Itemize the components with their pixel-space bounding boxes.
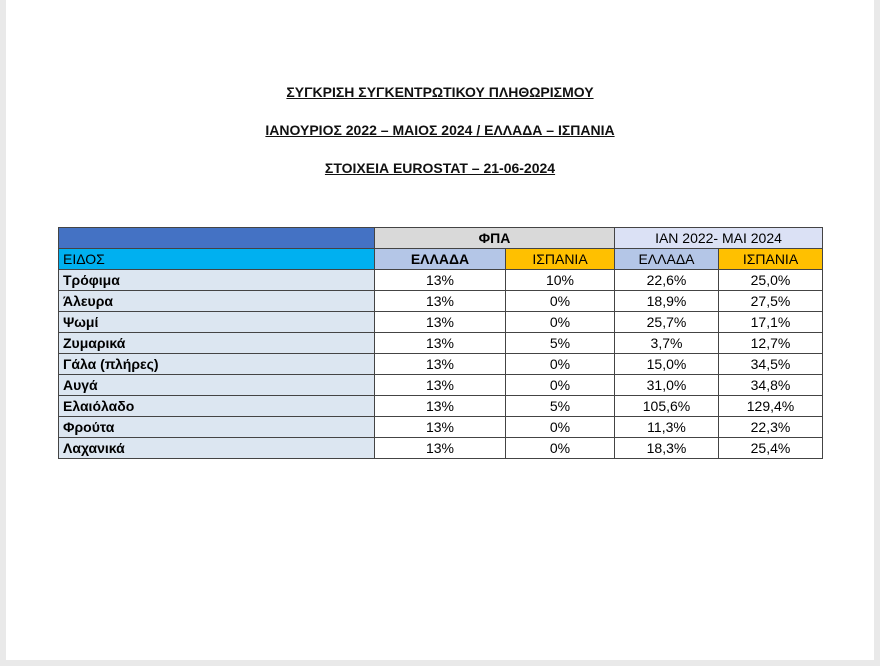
column-header: ΕΛΛΑΔΑ xyxy=(614,248,719,270)
document-page: ΣΥΓΚΡΙΣΗ ΣΥΓΚΕΝΤΡΩΤΙΚΟΥ ΠΛΗΘΩΡΙΣΜΟΥ ΙΑΝΟ… xyxy=(6,0,874,660)
column-header: ΙΣΠΑΝΙΑ xyxy=(718,248,823,270)
item-cell: Φρούτα xyxy=(58,416,375,438)
value-cell: 129,4% xyxy=(718,395,823,417)
value-cell: 105,6% xyxy=(614,395,719,417)
value-cell: 31,0% xyxy=(614,374,719,396)
data-row: Αυγά 13% 0% 31,0% 34,8% xyxy=(58,374,823,396)
value-cell: 15,0% xyxy=(614,353,719,375)
value-cell: 0% xyxy=(505,374,615,396)
value-cell: 27,5% xyxy=(718,290,823,312)
column-header: ΕΛΛΑΔΑ xyxy=(374,248,506,270)
column-header-row: ΕΙΔΟΣ ΕΛΛΑΔΑ ΙΣΠΑΝΙΑ ΕΛΛΑΔΑ ΙΣΠΑΝΙΑ xyxy=(58,248,823,270)
data-row: Τρόφιμα 13% 10% 22,6% 25,0% xyxy=(58,269,823,291)
value-cell: 34,8% xyxy=(718,374,823,396)
value-cell: 0% xyxy=(505,437,615,459)
value-cell: 22,6% xyxy=(614,269,719,291)
blank-cell xyxy=(58,227,375,249)
group-header: ΦΠΑ xyxy=(374,227,615,249)
value-cell: 0% xyxy=(505,416,615,438)
value-cell: 13% xyxy=(374,290,506,312)
data-row: Φρούτα 13% 0% 11,3% 22,3% xyxy=(58,416,823,438)
item-cell: Ζυμαρικά xyxy=(58,332,375,354)
value-cell: 25,4% xyxy=(718,437,823,459)
value-cell: 18,9% xyxy=(614,290,719,312)
data-row: Ζυμαρικά 13% 5% 3,7% 12,7% xyxy=(58,332,823,354)
item-cell: Ελαιόλαδο xyxy=(58,395,375,417)
value-cell: 0% xyxy=(505,311,615,333)
title-line: ΣΤΟΙΧΕΙΑ EUROSTAT – 21-06-2024 xyxy=(324,160,556,176)
value-cell: 34,5% xyxy=(718,353,823,375)
value-cell: 13% xyxy=(374,437,506,459)
data-row: Άλευρα 13% 0% 18,9% 27,5% xyxy=(58,290,823,312)
item-cell: Τρόφιμα xyxy=(58,269,375,291)
value-cell: 13% xyxy=(374,311,506,333)
column-header: ΙΣΠΑΝΙΑ xyxy=(505,248,615,270)
value-cell: 5% xyxy=(505,332,615,354)
inflation-table: ΦΠΑ ΙΑΝ 2022- ΜΑΙ 2024 ΕΙΔΟΣ ΕΛΛΑΔΑ ΙΣΠΑ… xyxy=(58,227,823,459)
group-header: ΙΑΝ 2022- ΜΑΙ 2024 xyxy=(614,227,823,249)
value-cell: 0% xyxy=(505,353,615,375)
value-cell: 5% xyxy=(505,395,615,417)
data-row: Γάλα (πλήρες) 13% 0% 15,0% 34,5% xyxy=(58,353,823,375)
value-cell: 3,7% xyxy=(614,332,719,354)
data-row: Ψωμί 13% 0% 25,7% 17,1% xyxy=(58,311,823,333)
value-cell: 13% xyxy=(374,395,506,417)
value-cell: 10% xyxy=(505,269,615,291)
title-line: ΣΥΓΚΡΙΣΗ ΣΥΓΚΕΝΤΡΩΤΙΚΟΥ ΠΛΗΘΩΡΙΣΜΟΥ xyxy=(286,84,594,100)
item-cell: Γάλα (πλήρες) xyxy=(58,353,375,375)
value-cell: 22,3% xyxy=(718,416,823,438)
column-header: ΕΙΔΟΣ xyxy=(58,248,375,270)
value-cell: 12,7% xyxy=(718,332,823,354)
data-row: Λαχανικά 13% 0% 18,3% 25,4% xyxy=(58,437,823,459)
item-cell: Λαχανικά xyxy=(58,437,375,459)
title-line: ΙΑΝΟΥΡΙΟΣ 2022 – ΜΑΙΟΣ 2024 / ΕΛΛΑΔΑ – Ι… xyxy=(265,122,615,138)
data-row: Ελαιόλαδο 13% 5% 105,6% 129,4% xyxy=(58,395,823,417)
value-cell: 11,3% xyxy=(614,416,719,438)
value-cell: 13% xyxy=(374,353,506,375)
item-cell: Άλευρα xyxy=(58,290,375,312)
value-cell: 0% xyxy=(505,290,615,312)
value-cell: 25,0% xyxy=(718,269,823,291)
value-cell: 17,1% xyxy=(718,311,823,333)
value-cell: 13% xyxy=(374,374,506,396)
value-cell: 18,3% xyxy=(614,437,719,459)
value-cell: 25,7% xyxy=(614,311,719,333)
value-cell: 13% xyxy=(374,332,506,354)
value-cell: 13% xyxy=(374,416,506,438)
value-cell: 13% xyxy=(374,269,506,291)
item-cell: Αυγά xyxy=(58,374,375,396)
item-cell: Ψωμί xyxy=(58,311,375,333)
group-header-row: ΦΠΑ ΙΑΝ 2022- ΜΑΙ 2024 xyxy=(58,227,823,249)
